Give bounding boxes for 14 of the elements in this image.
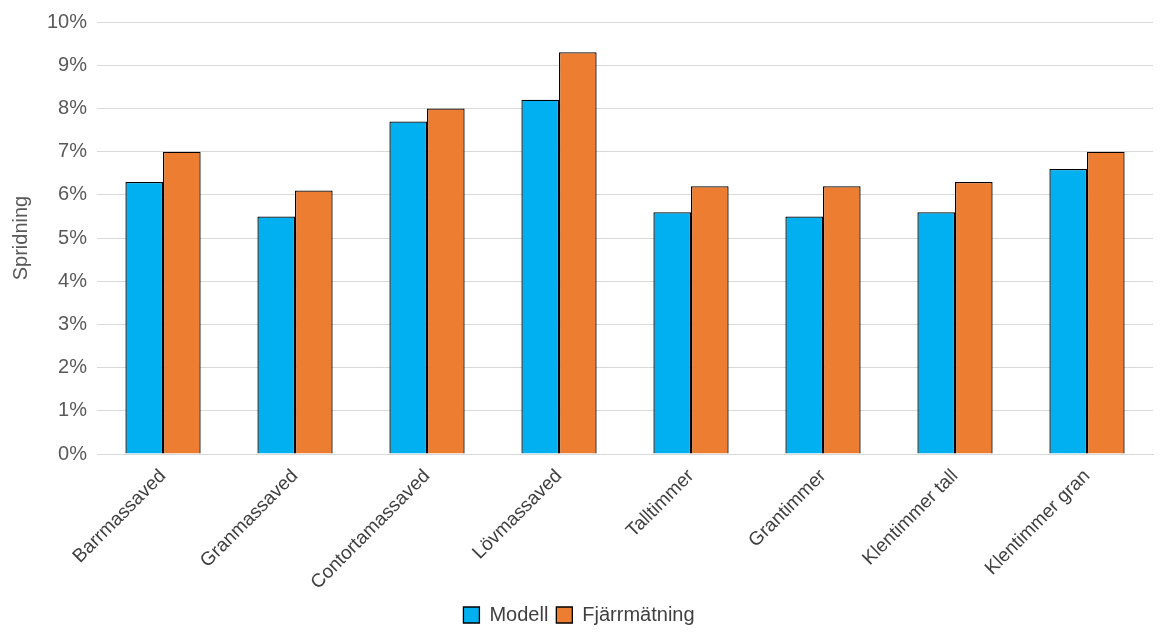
- y-tick-label: 7%: [58, 139, 88, 162]
- y-tick-label: 5%: [58, 225, 88, 248]
- y-tick-label: 10%: [47, 9, 88, 32]
- legend-label: Modell: [489, 602, 549, 625]
- y-tick-label: 9%: [58, 52, 88, 75]
- y-tick-label: 4%: [58, 268, 88, 291]
- y-tick-label: 2%: [58, 355, 88, 378]
- y-tick-label: 8%: [58, 95, 88, 118]
- legend-label: Fjärrmätning: [582, 602, 695, 625]
- y-tick-label: 6%: [58, 182, 88, 205]
- y-tick-label: 3%: [58, 312, 88, 334]
- y-tick-label: 1%: [58, 398, 88, 421]
- y-axis-title: Spridning: [8, 195, 31, 281]
- y-tick-label: 0%: [58, 441, 88, 464]
